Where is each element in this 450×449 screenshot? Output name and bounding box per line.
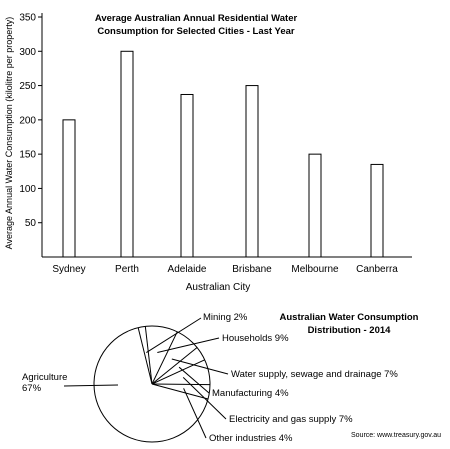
- y-tick-label: 350: [19, 13, 36, 24]
- pie-leader-water: [171, 358, 229, 375]
- pie-slice-boundary: [151, 383, 209, 400]
- pie-label-electricity: Electricity and gas supply 7%: [229, 414, 353, 425]
- pie-chart: Australian Water Consumption Distributio…: [22, 312, 419, 444]
- bar-perth: [120, 50, 134, 258]
- x-tick-label-brisbane: Brisbane: [232, 264, 272, 275]
- pie-leader-households: [157, 337, 220, 354]
- bar-sydney: [62, 119, 76, 258]
- pie-slice-boundary: [151, 383, 211, 386]
- pie-label-agriculture: Agriculture: [22, 372, 67, 383]
- pie-label-households: Households 9%: [222, 333, 289, 344]
- y-tick-label: 100: [19, 184, 36, 195]
- x-tick-label-perth: Perth: [115, 264, 139, 275]
- pie-leader-mining: [146, 317, 202, 354]
- y-axis-label: Average Annual Water Consumption (kiloli…: [4, 17, 14, 250]
- x-tick-label-canberra: Canberra: [356, 264, 398, 275]
- x-axis-label: Australian City: [186, 282, 250, 293]
- pie-slice-boundary: [137, 327, 153, 385]
- pie-slice-boundary: [151, 359, 205, 385]
- bar-canberra: [370, 163, 384, 258]
- bar-chart-title-line-2: Consumption for Selected Cities - Last Y…: [97, 26, 295, 37]
- y-tick-label: 250: [19, 81, 36, 92]
- bar-chart: Average Australian Annual Residential Wa…: [4, 13, 412, 293]
- pie-label-agriculture-percent: 67%: [22, 383, 42, 394]
- y-tick-label: 150: [19, 150, 36, 161]
- pie-leader-agriculture: [63, 384, 119, 387]
- pie-slice-boundary: [144, 326, 153, 385]
- y-tick-label: 300: [19, 47, 36, 58]
- source-note: Source: www.treasury.gov.au: [350, 432, 441, 439]
- bar-chart-title-line-1: Average Australian Annual Residential Wa…: [95, 13, 298, 24]
- x-tick-label-adelaide: Adelaide: [168, 264, 207, 275]
- pie-leader-manufacturing: [178, 366, 210, 394]
- y-tick-label: 200: [19, 115, 36, 126]
- pie-label-mining: Mining 2%: [203, 312, 248, 323]
- pie-leader-other: [183, 388, 207, 439]
- y-tick-label: 50: [25, 218, 37, 229]
- pie-label-other: Other industries 4%: [209, 433, 293, 444]
- pie-leader-electricity: [182, 377, 227, 420]
- pie-slice-boundary: [151, 331, 178, 385]
- bar-adelaide: [180, 93, 194, 258]
- bar-brisbane: [245, 85, 259, 258]
- pie-chart-title-line-2: Distribution - 2014: [308, 325, 392, 336]
- pie-label-water: Water supply, sewage and drainage 7%: [231, 369, 398, 380]
- bar-melbourne: [308, 153, 322, 258]
- pie-slice-boundary: [151, 347, 198, 385]
- pie-chart-title-line-1: Australian Water Consumption: [280, 312, 419, 323]
- x-tick-label-sydney: Sydney: [52, 264, 85, 275]
- pie-label-manufacturing: Manufacturing 4%: [212, 388, 289, 399]
- x-tick-label-melbourne: Melbourne: [291, 264, 339, 275]
